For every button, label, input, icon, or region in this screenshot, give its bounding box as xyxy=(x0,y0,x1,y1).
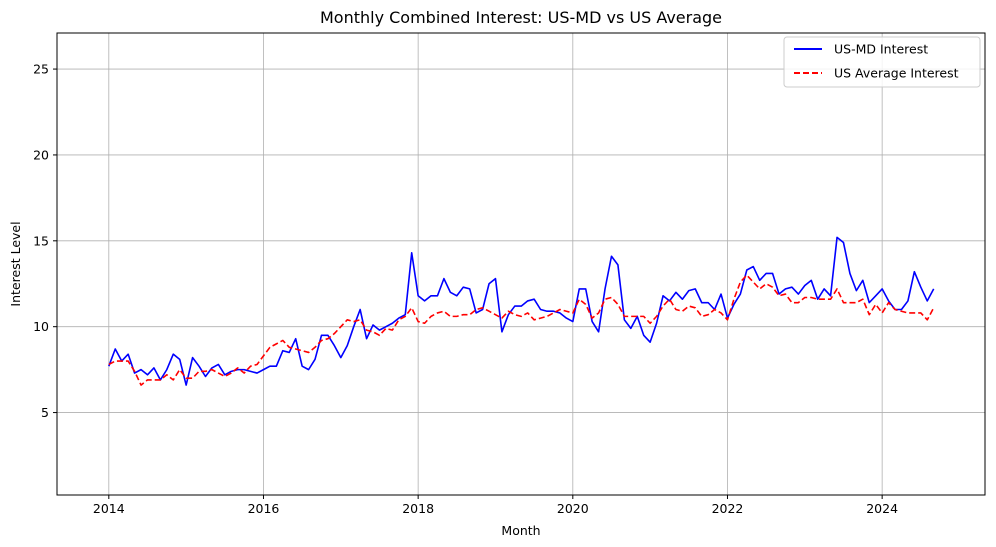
legend-label-us-average: US Average Interest xyxy=(834,66,959,81)
x-tick-label: 2022 xyxy=(712,501,744,516)
chart-title: Monthly Combined Interest: US-MD vs US A… xyxy=(320,8,722,27)
y-tick-label: 5 xyxy=(41,405,49,420)
y-axis-ticks: 5 10 15 20 25 xyxy=(33,62,57,420)
series-line-us-average xyxy=(108,274,935,386)
x-axis-ticks: 2014 2016 2018 2020 2022 2024 xyxy=(93,495,898,516)
series-layer xyxy=(108,236,935,386)
x-tick-label: 2016 xyxy=(248,501,280,516)
x-tick-label: 2020 xyxy=(557,501,589,516)
y-tick-label: 10 xyxy=(33,319,49,334)
y-axis-label: Interest Level xyxy=(8,221,23,306)
legend-box xyxy=(783,36,981,88)
series-line-us-md xyxy=(108,236,935,386)
plot-frame xyxy=(56,32,986,496)
x-tick-label: 2014 xyxy=(93,501,125,516)
legend-label-us-md: US-MD Interest xyxy=(834,42,928,57)
legend: US-MD Interest US Average Interest xyxy=(783,36,981,88)
x-tick-label: 2024 xyxy=(866,501,898,516)
x-axis-label: Month xyxy=(501,523,540,538)
y-tick-label: 20 xyxy=(33,147,49,162)
x-tick-label: 2018 xyxy=(402,501,434,516)
y-tick-label: 15 xyxy=(33,233,49,248)
y-tick-label: 25 xyxy=(33,62,49,77)
